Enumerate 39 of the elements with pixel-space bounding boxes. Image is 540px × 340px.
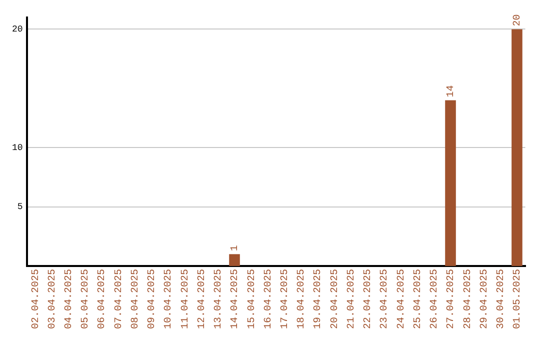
x-tick-label: 25.04.2025 — [412, 268, 424, 330]
bar — [445, 100, 456, 266]
x-tick-label: 23.04.2025 — [380, 268, 391, 330]
x-tick-label: 07.04.2025 — [114, 268, 125, 330]
x-tick-label: 06.04.2025 — [97, 268, 108, 330]
x-tick-label: 26.04.2025 — [430, 268, 441, 330]
bar — [229, 254, 240, 266]
x-tick-label: 30.04.2025 — [496, 268, 507, 330]
x-tick-label: 17.04.2025 — [280, 268, 291, 330]
x-tick-label: 28.04.2025 — [462, 268, 474, 330]
y-tick-label: 20 — [12, 24, 23, 35]
x-tick-label: 08.04.2025 — [130, 268, 142, 330]
x-tick-label: 14.04.2025 — [230, 268, 242, 330]
x-tick-label: 09.04.2025 — [147, 268, 158, 330]
x-tick-label: 01.05.2025 — [512, 268, 524, 330]
x-tick-label: 03.04.2025 — [47, 268, 58, 330]
x-tick-label: 12.04.2025 — [196, 268, 208, 330]
x-tick-label: 24.04.2025 — [396, 268, 408, 330]
x-tick-label: 19.04.2025 — [313, 268, 324, 330]
bar — [512, 29, 522, 266]
y-tick-label: 10 — [12, 143, 23, 154]
data-label: 20 — [512, 14, 524, 26]
x-tick-label: 20.04.2025 — [330, 268, 341, 330]
x-tick-label: 18.04.2025 — [296, 268, 308, 330]
x-tick-label: 16.04.2025 — [263, 268, 274, 330]
x-tick-label: 27.04.2025 — [446, 268, 458, 330]
x-tick-label: 02.04.2025 — [30, 268, 42, 330]
x-tick-label: 13.04.2025 — [214, 268, 225, 330]
x-tick-label: 05.04.2025 — [80, 268, 92, 330]
x-tick-label: 04.04.2025 — [64, 268, 75, 330]
x-tick-label: 10.04.2025 — [164, 268, 175, 330]
data-label: 1 — [230, 245, 242, 252]
x-tick-label: 11.04.2025 — [180, 268, 192, 330]
x-tick-label: 15.04.2025 — [246, 268, 258, 330]
x-tick-label: 29.04.2025 — [479, 268, 490, 330]
x-tick-label: 21.04.2025 — [346, 268, 358, 330]
data-label: 14 — [446, 85, 458, 98]
y-tick-label: 5 — [17, 202, 23, 212]
x-tick-label: 22.04.2025 — [363, 268, 374, 330]
